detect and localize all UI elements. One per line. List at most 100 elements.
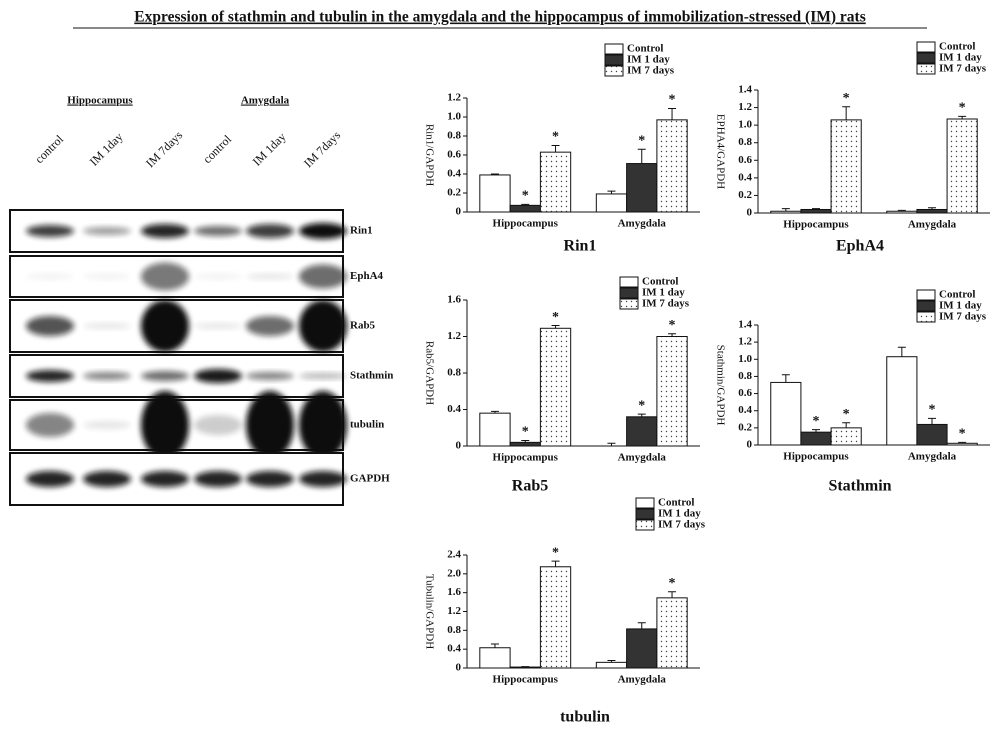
- lane-label: IM 7days: [143, 128, 185, 170]
- x-tick-label: Hippocampus: [493, 452, 559, 464]
- bar: [800, 208, 832, 214]
- legend-label: IM 1 day: [939, 300, 982, 312]
- significance-mark: *: [929, 403, 936, 418]
- blot-group-label: Hippocampus: [67, 95, 133, 107]
- error-bar: [958, 441, 967, 444]
- legend-label: IM 7 days: [658, 519, 706, 531]
- bar: [626, 163, 658, 213]
- blot-band: [26, 225, 74, 237]
- error-bar: [958, 115, 967, 119]
- legend-label: IM 7 days: [642, 298, 690, 310]
- blot-band: [246, 471, 294, 487]
- y-tick-label: 2.0: [447, 567, 461, 579]
- blot-band: [299, 471, 347, 487]
- blot-band: [194, 323, 242, 329]
- error-bar: [668, 333, 677, 337]
- y-axis-label: Tubulin/GAPDH: [423, 574, 435, 649]
- bar: [509, 441, 541, 447]
- y-tick-label: 0.8: [738, 370, 752, 382]
- error-bar: [928, 207, 936, 210]
- y-tick-label: 0.2: [738, 189, 752, 201]
- blot-band: [141, 371, 189, 381]
- error-bar: [551, 560, 560, 567]
- blot-band: [141, 471, 189, 487]
- error-bar: [637, 622, 646, 629]
- lane-label: IM 1day: [250, 130, 289, 169]
- blot-band: [194, 471, 242, 487]
- chart-title: EphA4: [836, 238, 884, 255]
- blot-band: [194, 369, 242, 383]
- blot-band: [194, 415, 242, 435]
- legend-swatch: [916, 311, 936, 323]
- bar: [830, 119, 862, 214]
- blot-group-label: Amygdala: [241, 95, 290, 107]
- lane-label: control: [200, 132, 234, 166]
- blot-band: [83, 421, 131, 429]
- blot-row-label: Rin1: [350, 225, 373, 237]
- y-axis-label: Stathmin/GAPDH: [714, 345, 726, 426]
- blot-band: [26, 273, 74, 280]
- blot-band: [26, 471, 74, 487]
- error-bar: [637, 413, 646, 417]
- error-bar: [521, 203, 530, 206]
- error-bar: [812, 208, 820, 210]
- error-bar: [607, 190, 616, 194]
- significance-mark: *: [843, 91, 850, 106]
- blot-row-label: tubulin: [350, 419, 384, 431]
- blot-row-label: Stathmin: [350, 370, 393, 382]
- significance-mark: *: [669, 93, 676, 108]
- bar: [626, 416, 658, 447]
- y-tick-label: 1.2: [447, 605, 461, 617]
- bar: [656, 597, 688, 669]
- legend-label: Control: [658, 497, 694, 509]
- x-tick-label: Hippocampus: [493, 674, 559, 686]
- blot-band: [246, 316, 294, 336]
- error-bar: [607, 442, 616, 446]
- bar: [886, 356, 918, 446]
- legend-swatch: [619, 298, 639, 310]
- bar: [539, 151, 572, 213]
- bar: [886, 210, 918, 214]
- y-tick-label: 1.2: [738, 101, 752, 113]
- bar: [479, 647, 511, 669]
- y-tick-label: 0.8: [447, 624, 461, 636]
- lane-label: IM 7days: [301, 128, 343, 170]
- legend-label: Control: [642, 276, 678, 288]
- legend-label: IM 1 day: [658, 508, 701, 520]
- bar: [770, 381, 802, 446]
- y-tick-label: 0.4: [447, 643, 461, 655]
- bar: [595, 661, 628, 669]
- y-tick-label: 0.8: [738, 136, 752, 148]
- significance-mark: *: [843, 407, 850, 422]
- y-tick-label: 0.2: [738, 421, 752, 433]
- x-tick-label: Hippocampus: [783, 451, 849, 463]
- error-bar: [637, 148, 646, 164]
- error-bar: [551, 145, 560, 153]
- figure-title: Expression of stathmin and tubulin in th…: [134, 9, 865, 26]
- blot-band: [83, 372, 131, 380]
- blot-band: [299, 300, 347, 352]
- y-tick-label: 0.8: [447, 130, 461, 142]
- error-bar: [781, 208, 790, 212]
- blot-band: [141, 262, 189, 291]
- error-bar: [607, 659, 616, 663]
- bar: [509, 204, 541, 213]
- y-tick-label: 1.6: [447, 586, 461, 598]
- y-tick-label: 0.4: [447, 403, 461, 415]
- bar: [595, 193, 628, 213]
- significance-mark: *: [552, 545, 559, 560]
- blot-row-label: EphA4: [350, 270, 384, 282]
- error-bar: [668, 591, 677, 598]
- blot-band: [246, 224, 294, 238]
- significance-mark: *: [669, 318, 676, 333]
- blot-band: [299, 264, 347, 289]
- error-bar: [490, 173, 499, 175]
- blot-band: [299, 391, 347, 459]
- blot-band: [26, 370, 74, 382]
- x-tick-label: Hippocampus: [493, 218, 559, 230]
- chart-title: Rab5: [512, 478, 548, 495]
- x-tick-label: Amygdala: [618, 452, 667, 464]
- lane-label: control: [32, 132, 66, 166]
